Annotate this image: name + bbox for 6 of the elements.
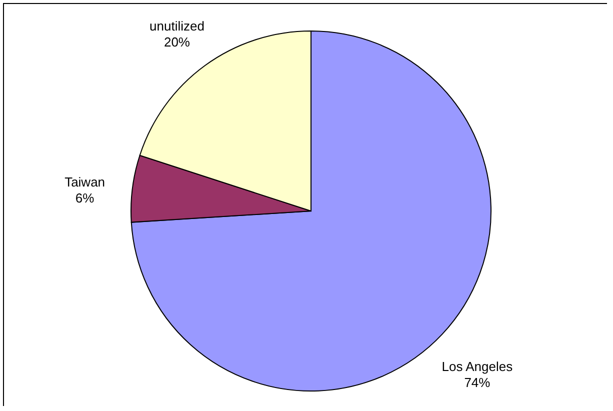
slice-label: unutilized [150,18,204,34]
data-label: 74% [464,375,491,390]
slice-label: Taiwan [64,174,106,190]
data-label: 6% [75,190,95,206]
data-label: 20% [164,34,190,50]
slice-label: Los Angeles [442,359,514,374]
